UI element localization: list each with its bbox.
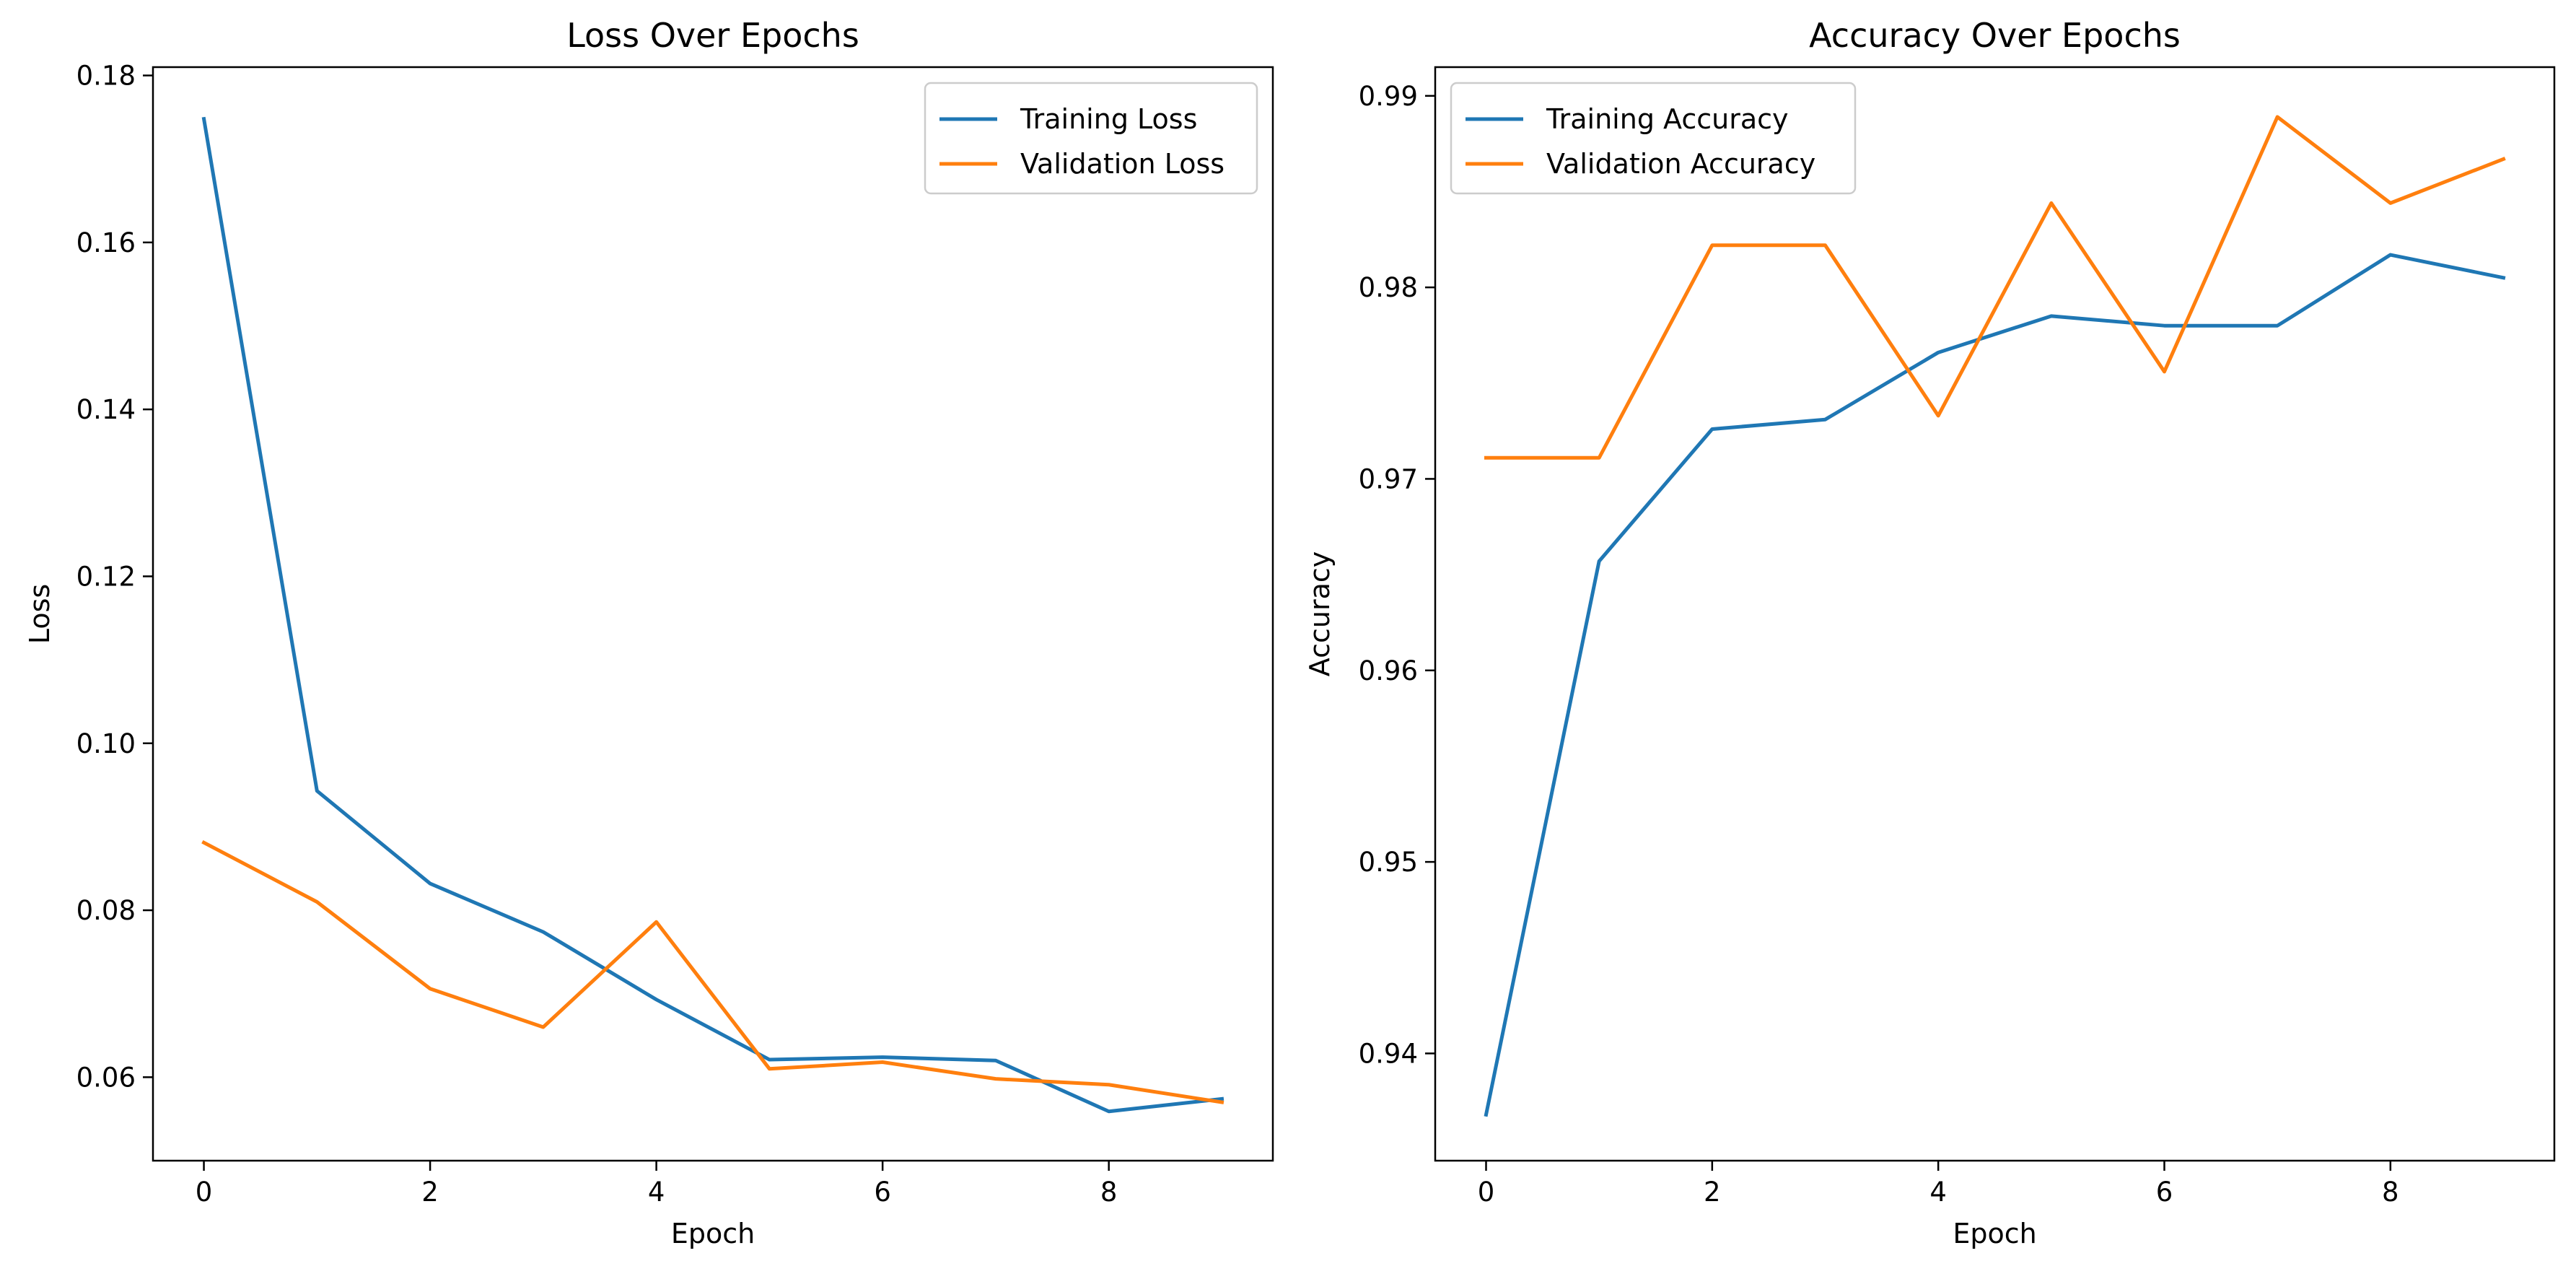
chart0-loss-over-epochs-plot-area	[153, 67, 1273, 1161]
chart0-loss-over-epochs-y-tick-label: 0.16	[76, 227, 136, 258]
chart1-accuracy-over-epochs-y-tick-label: 0.98	[1359, 272, 1418, 303]
chart1-accuracy-over-epochs-y-tick-label: 0.97	[1359, 463, 1418, 494]
chart1-accuracy-over-epochs-y-tick-label: 0.99	[1359, 81, 1418, 112]
chart0-loss-over-epochs-x-axis-label: Epoch	[671, 1218, 755, 1249]
chart1-accuracy-over-epochs-x-tick-label: 6	[2156, 1177, 2173, 1208]
chart0-loss-over-epochs-x-tick-label: 6	[874, 1177, 891, 1208]
chart1-accuracy-over-epochs-plot-area	[1435, 67, 2554, 1161]
chart1-accuracy-over-epochs-legend: Training Accuracy Validation Accuracy	[1450, 82, 1857, 195]
chart0-loss-over-epochs-y-tick-label: 0.18	[76, 61, 136, 92]
chart0-loss-over-epochs-legend-box	[924, 82, 1258, 195]
chart0-loss-over-epochs-x-tick-label: 8	[1100, 1177, 1118, 1208]
chart1-accuracy-over-epochs-y-axis-label: Accuracy	[1304, 551, 1336, 677]
chart1-accuracy-over-epochs-title: Accuracy Over Epochs	[1809, 16, 2181, 55]
chart0-loss-over-epochs-title: Loss Over Epochs	[566, 16, 859, 55]
chart0-loss-over-epochs-legend: Training Loss Validation Loss	[924, 82, 1258, 195]
accuracy-chart-panel: 0 2 4 6 8 0.94 0.95 0.96 0.97 0.98 0.99 Accuracy Ov…	[1304, 16, 2556, 1249]
chart0-loss-over-epochs-series-validation-loss	[201, 840, 1225, 1104]
chart0-loss-over-epochs-y-tick-label: 0.12	[76, 561, 136, 592]
chart0-loss-over-epochs-y-tick-label: 0.08	[76, 895, 136, 926]
chart0-loss-over-epochs-legend-label-validation-loss: Validation Loss	[1020, 148, 1225, 180]
chart1-accuracy-over-epochs-x-tick-label: 2	[1704, 1177, 1721, 1208]
loss-chart-panel: 0 2 4 6 8 0.06 0.08 0.10 0.12 0.14 0.16 0.18 Loss Ov…	[24, 16, 1274, 1249]
chart0-loss-over-epochs-frame	[152, 66, 1274, 1162]
chart1-accuracy-over-epochs-legend-box	[1450, 82, 1857, 195]
chart0-loss-over-epochs-x-tick-label: 4	[648, 1177, 665, 1208]
chart1-accuracy-over-epochs-legend-label-validation-accuracy: Validation Accuracy	[1546, 148, 1815, 180]
chart0-loss-over-epochs-legend-label-training-loss: Training Loss	[1020, 103, 1197, 135]
chart0-loss-over-epochs-x-tick-label: 0	[196, 1177, 213, 1208]
chart1-accuracy-over-epochs-frame	[1434, 66, 2556, 1162]
chart0-loss-over-epochs-y-tick-label: 0.06	[76, 1062, 136, 1093]
chart1-accuracy-over-epochs-y-tick-label: 0.94	[1359, 1038, 1418, 1069]
chart1-accuracy-over-epochs-x-axis-label: Epoch	[1953, 1218, 2036, 1249]
chart0-loss-over-epochs-y-tick-label: 0.10	[76, 728, 136, 759]
chart0-loss-over-epochs-y-axis-label: Loss	[24, 584, 56, 644]
chart0-loss-over-epochs-series-training-loss	[201, 116, 1225, 1114]
chart1-accuracy-over-epochs-series-validation-accuracy	[1484, 115, 2506, 460]
chart1-accuracy-over-epochs-x-tick-label: 0	[1478, 1177, 1495, 1208]
chart1-accuracy-over-epochs-x-tick-label: 8	[2382, 1177, 2399, 1208]
chart1-accuracy-over-epochs-y-tick-label: 0.96	[1359, 655, 1418, 686]
chart0-loss-over-epochs-x-tick-label: 2	[421, 1177, 439, 1208]
chart1-accuracy-over-epochs-y-tick-label: 0.95	[1359, 847, 1418, 878]
chart0-loss-over-epochs-y-tick-label: 0.14	[76, 394, 136, 425]
chart1-accuracy-over-epochs-series-training-accuracy	[1484, 253, 2506, 1117]
chart1-accuracy-over-epochs-x-tick-label: 4	[1929, 1177, 1947, 1208]
chart1-accuracy-over-epochs-legend-label-training-accuracy: Training Accuracy	[1546, 103, 1789, 135]
